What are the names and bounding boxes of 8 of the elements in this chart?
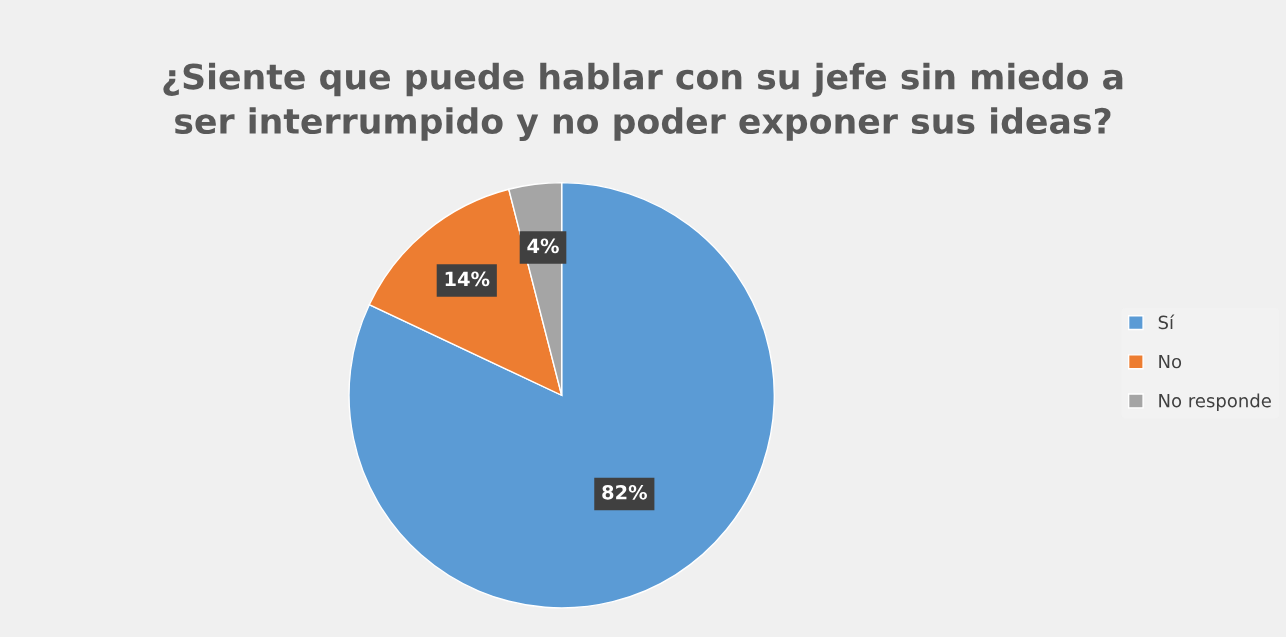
chart-title: ¿Siente que puede hablar con su jefe sin miedo a ser interrumpido y no poder exponer sus ideas?	[163, 62, 1123, 142]
data-label: 4%	[527, 238, 559, 254]
legend-label: Sí	[1158, 314, 1175, 330]
data-label: 14%	[445, 271, 490, 287]
legend-label: No	[1159, 354, 1182, 369]
data-label: 82%	[602, 484, 647, 500]
legend-label: No responde	[1159, 393, 1271, 411]
pie-slice	[348, 181, 775, 609]
